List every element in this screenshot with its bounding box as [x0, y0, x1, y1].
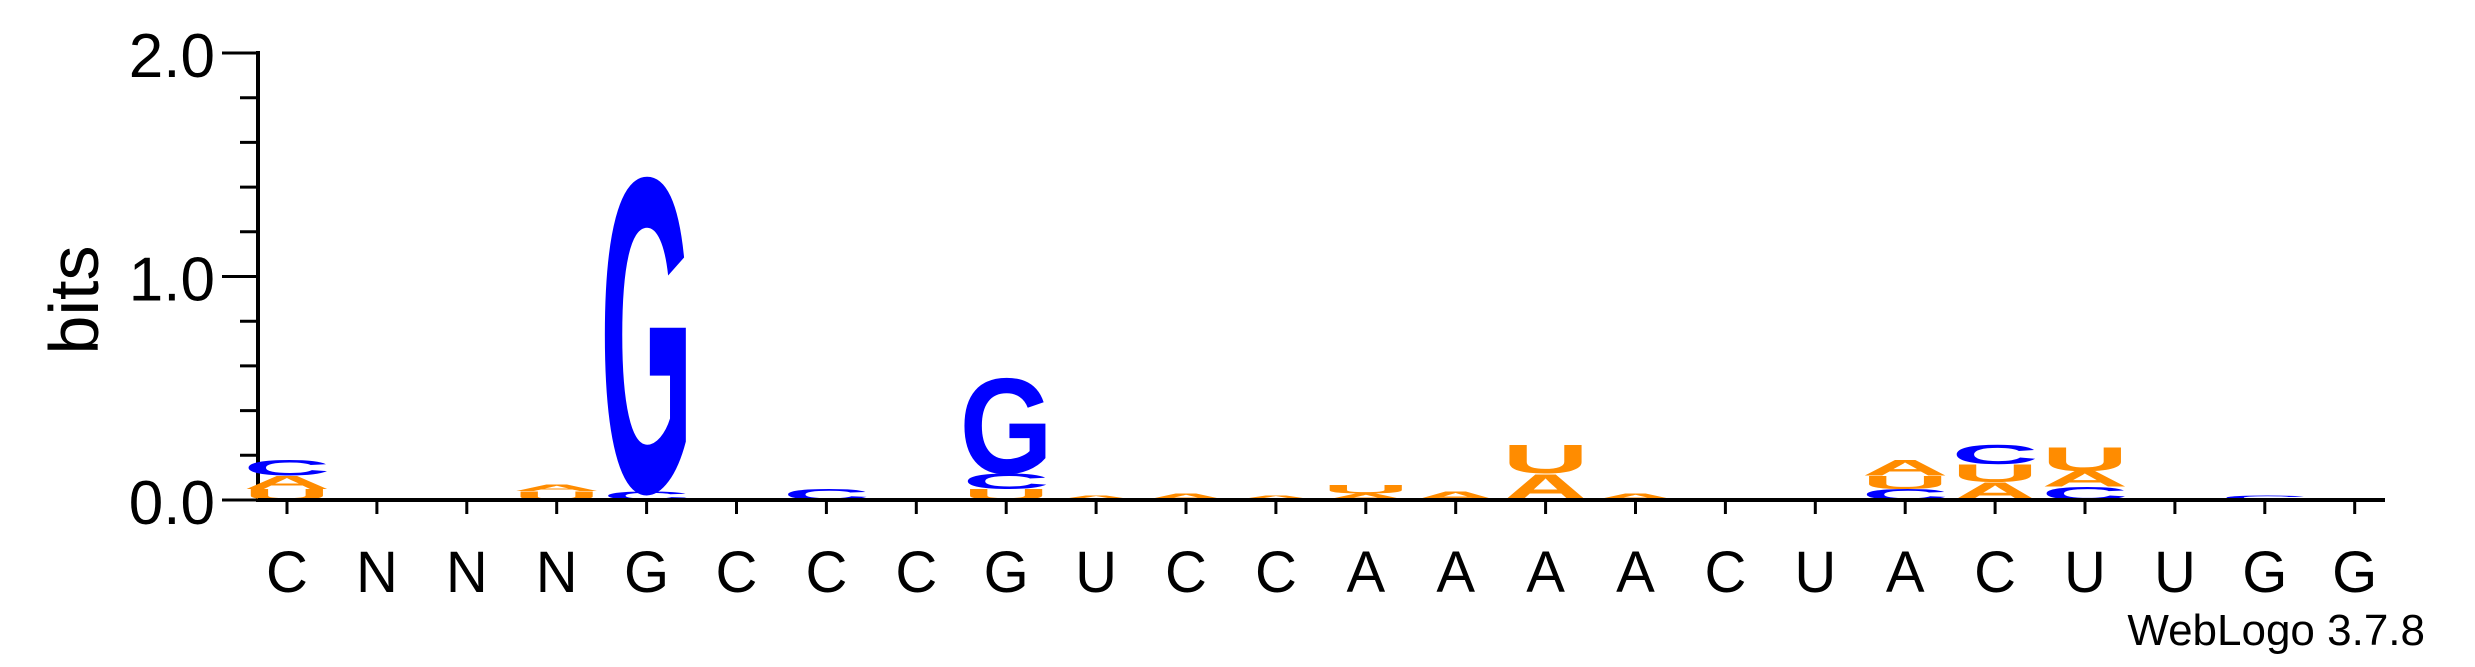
y-tick-label: 1.0 — [129, 246, 215, 315]
x-tick-label: G — [2242, 540, 2287, 605]
logo-letter-U: U — [1862, 472, 1949, 493]
logo-letter-U: U — [2042, 440, 2129, 478]
x-tick-label: C — [266, 540, 308, 605]
logo-letter-U: U — [1952, 460, 2039, 488]
logo-letter-A: A — [244, 472, 331, 493]
x-tick-label: U — [2064, 540, 2106, 605]
x-tick-label: G — [2332, 540, 2377, 605]
logo-letter-U: U — [1502, 437, 1589, 482]
x-tick-label: C — [1704, 540, 1746, 605]
x-tick-label: C — [1165, 540, 1207, 605]
x-tick-label: N — [356, 540, 398, 605]
x-tick-label: U — [1794, 540, 1836, 605]
x-tick-label: A — [1346, 540, 1385, 605]
logo-letter-A: A — [1322, 492, 1409, 502]
logo-letter-G: G — [960, 351, 1053, 503]
logo-letter-A: A — [1143, 492, 1230, 502]
y-tick-label: 2.0 — [129, 22, 215, 91]
x-tick-label: A — [1616, 540, 1655, 605]
logo-letter-A: A — [2042, 467, 2129, 491]
logo-letter-U: U — [1322, 482, 1409, 496]
x-tick-label: C — [1255, 540, 1297, 605]
logo-letter-C: C — [2221, 494, 2308, 501]
logo-letter-C: C — [244, 456, 331, 480]
x-tick-label: U — [1075, 540, 1117, 605]
logo-letter-C: C — [1952, 439, 2039, 470]
y-tick-label: 0.0 — [129, 469, 215, 538]
x-tick-label: C — [716, 540, 758, 605]
weblogo-credit: WebLogo 3.7.8 — [2127, 606, 2425, 655]
logo-letter-A: A — [1053, 494, 1140, 501]
y-axis-title: bits — [35, 246, 113, 355]
x-tick-label: A — [1886, 540, 1925, 605]
logo-letter-A: A — [1862, 456, 1949, 480]
x-tick-label: G — [984, 540, 1029, 605]
x-tick-label: C — [895, 540, 937, 605]
y-axis: 0.0 1.0 2.0 — [129, 22, 260, 538]
x-tick-label: N — [446, 540, 488, 605]
logo-letter-A: A — [1592, 492, 1679, 502]
x-tick-label: N — [536, 540, 578, 605]
x-tick-label: A — [1526, 540, 1565, 605]
x-tick-label: A — [1436, 540, 1475, 605]
x-tick-label: G — [624, 540, 669, 605]
x-tick-label: C — [805, 540, 847, 605]
logo-letter-A: A — [513, 483, 600, 493]
logo-letter-C: C — [963, 469, 1050, 493]
x-tick-label: U — [2154, 540, 2196, 605]
logo-letter-A: A — [1233, 494, 1320, 501]
x-tick-label: C — [1974, 540, 2016, 605]
